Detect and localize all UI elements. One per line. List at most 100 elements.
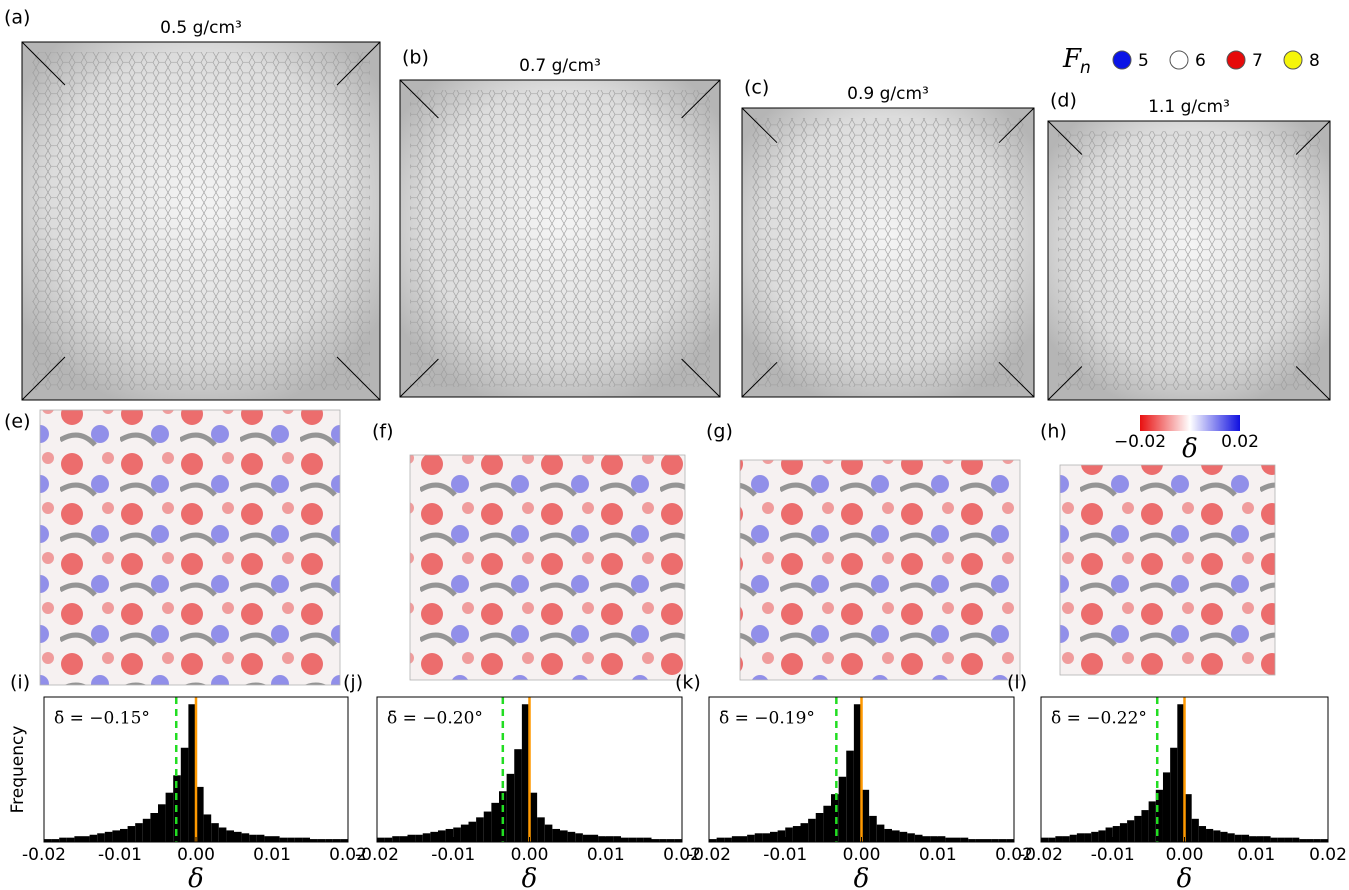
bar [104,831,113,842]
strain-cube [39,409,341,686]
bar [922,836,931,842]
bar [499,791,507,842]
bar [1134,815,1142,842]
x-tick-label: -0.02 [22,845,66,865]
histograms: -0.02 -0.01 0.00 0.01 0.02 δ δ̄ = −0.15° (i) Fre… [8,672,1347,890]
bar [59,837,67,842]
bar [310,839,318,842]
x-tick-label: -0.02 [355,845,399,865]
box-edge [399,358,439,398]
x-tick-label: 0.01 [919,845,957,865]
panel-label: (e) [4,411,31,433]
bar [1148,801,1156,842]
bar [808,818,816,842]
bar [332,839,341,842]
bar [188,704,196,842]
bar [302,837,310,842]
bar [1119,823,1128,842]
bar [659,839,667,842]
panel-title: 0.5 g/cm³ [160,18,242,38]
bar [1213,830,1221,842]
bar [567,831,576,842]
bar [340,839,348,842]
bar [430,831,438,842]
bar [196,786,204,842]
bar [884,828,892,842]
bar [643,837,652,842]
bar [1263,836,1271,842]
x-tick-label: 0.00 [177,845,215,865]
bar [960,837,969,842]
bar [294,837,303,842]
x-tick-label: 0.01 [587,845,625,865]
colorbar-tick-label: −0.02 [1114,432,1166,452]
legend-label: 7 [1252,51,1263,71]
x-tick-label: 0.02 [663,845,701,865]
bar [211,823,219,842]
bar [44,839,52,842]
box-edge [399,79,439,119]
panel-label: (c) [744,77,769,99]
box-edge [998,107,1035,144]
bar [180,747,189,842]
bar [968,839,976,842]
bar [218,827,227,842]
bar [1170,747,1178,842]
bar [234,831,242,842]
bar [1277,837,1285,842]
panel-label: (j) [343,672,363,694]
bar [754,833,763,842]
x-tick-label: 0.02 [329,845,367,865]
bar [506,773,515,842]
bar [165,792,174,842]
legend-marker [1283,50,1303,70]
bar [272,836,280,842]
legend-label: 6 [1195,51,1206,71]
bar [651,839,660,842]
bar [544,824,553,842]
bar [483,811,492,842]
bar [838,776,847,842]
bar [1048,837,1056,842]
bar [287,837,295,842]
box-edge [1295,120,1331,155]
x-tick-label: 0.01 [253,845,291,865]
bar [89,834,98,842]
box-edge [21,356,66,401]
bar [1220,831,1228,842]
bar [1313,839,1321,842]
bar [384,837,393,842]
hex-lattice [1058,131,1320,390]
bar [135,823,143,842]
y-axis-label: Frequency [8,726,28,814]
bar [560,830,568,842]
bar [1041,837,1049,842]
panel-label: (a) [4,7,30,29]
bar [628,837,637,842]
bar [142,818,151,842]
bar [120,828,128,842]
legend-marker [1226,50,1246,70]
bar [876,824,885,842]
colorbar-tick-label: 0.02 [1221,432,1259,452]
box-edge [1047,366,1083,401]
panel-label: (i) [10,672,30,694]
bar [97,833,105,842]
bar [590,834,599,842]
x-tick-label: 0.02 [1309,845,1347,865]
bar [983,839,992,842]
bar [846,750,854,842]
bar [264,836,272,842]
bar [66,837,75,842]
x-tick-label: -0.01 [763,845,807,865]
legend-marker [1112,50,1132,70]
bar [785,827,793,842]
bar [453,827,461,842]
bar [1198,826,1207,842]
box-edge [21,41,66,86]
annotation: δ̄ = −0.15° [54,709,150,729]
bar [582,834,591,842]
x-tick-label: 0.01 [1237,845,1275,865]
bar [203,814,212,842]
bar [800,823,809,842]
